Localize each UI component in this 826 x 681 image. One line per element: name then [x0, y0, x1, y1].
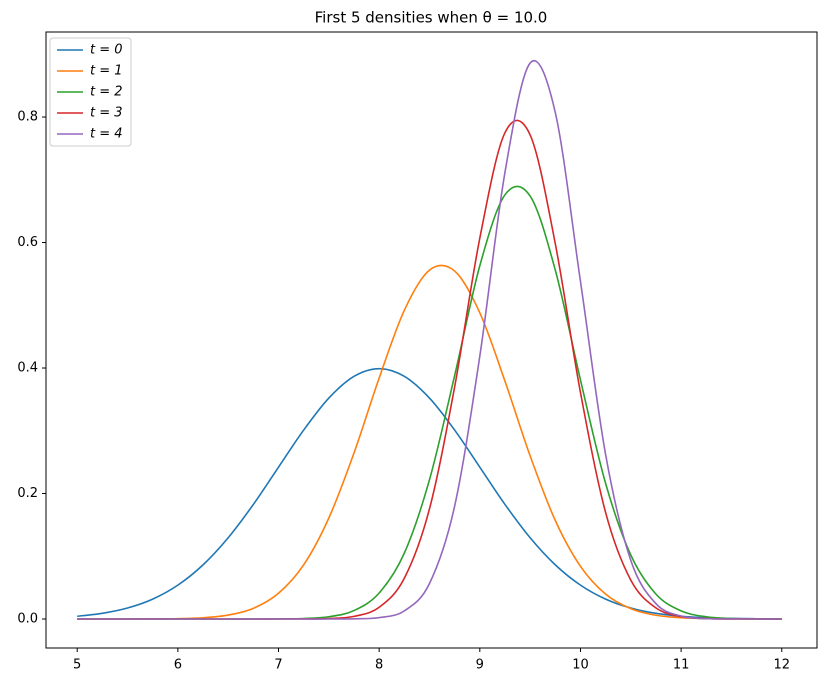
x-tick-label: 12	[773, 658, 790, 673]
x-tick-label: 6	[174, 658, 182, 673]
y-tick-label: 0.0	[17, 612, 38, 627]
y-tick-label: 0.2	[17, 486, 38, 501]
series-line	[77, 60, 782, 620]
legend-label: t = 0	[90, 43, 123, 58]
x-tick-label: 8	[375, 658, 383, 673]
legend-label: t = 2	[90, 85, 123, 100]
series-line	[77, 119, 782, 620]
x-tick-label: 10	[572, 658, 589, 673]
x-tick-label: 7	[274, 658, 282, 673]
series-line	[77, 185, 782, 620]
x-tick-label: 5	[73, 658, 81, 673]
legend-label: t = 1	[90, 64, 123, 79]
y-tick-label: 0.4	[17, 361, 38, 376]
y-tick-label: 0.8	[17, 110, 38, 125]
legend: t = 0 t = 1 t = 2 t = 3 t = 4	[49, 37, 132, 147]
chart-title: First 5 densities when θ = 10.0	[315, 9, 548, 27]
legend-box	[49, 37, 132, 147]
legend-label: t = 3	[90, 106, 123, 121]
legend-label: t = 4	[90, 127, 123, 142]
series-line	[77, 264, 782, 620]
y-tick-label: 0.6	[17, 235, 38, 250]
series-line	[77, 367, 782, 620]
plot-frame	[45, 31, 818, 649]
x-tick-label: 9	[476, 658, 484, 673]
x-tick-label: 11	[673, 658, 690, 673]
